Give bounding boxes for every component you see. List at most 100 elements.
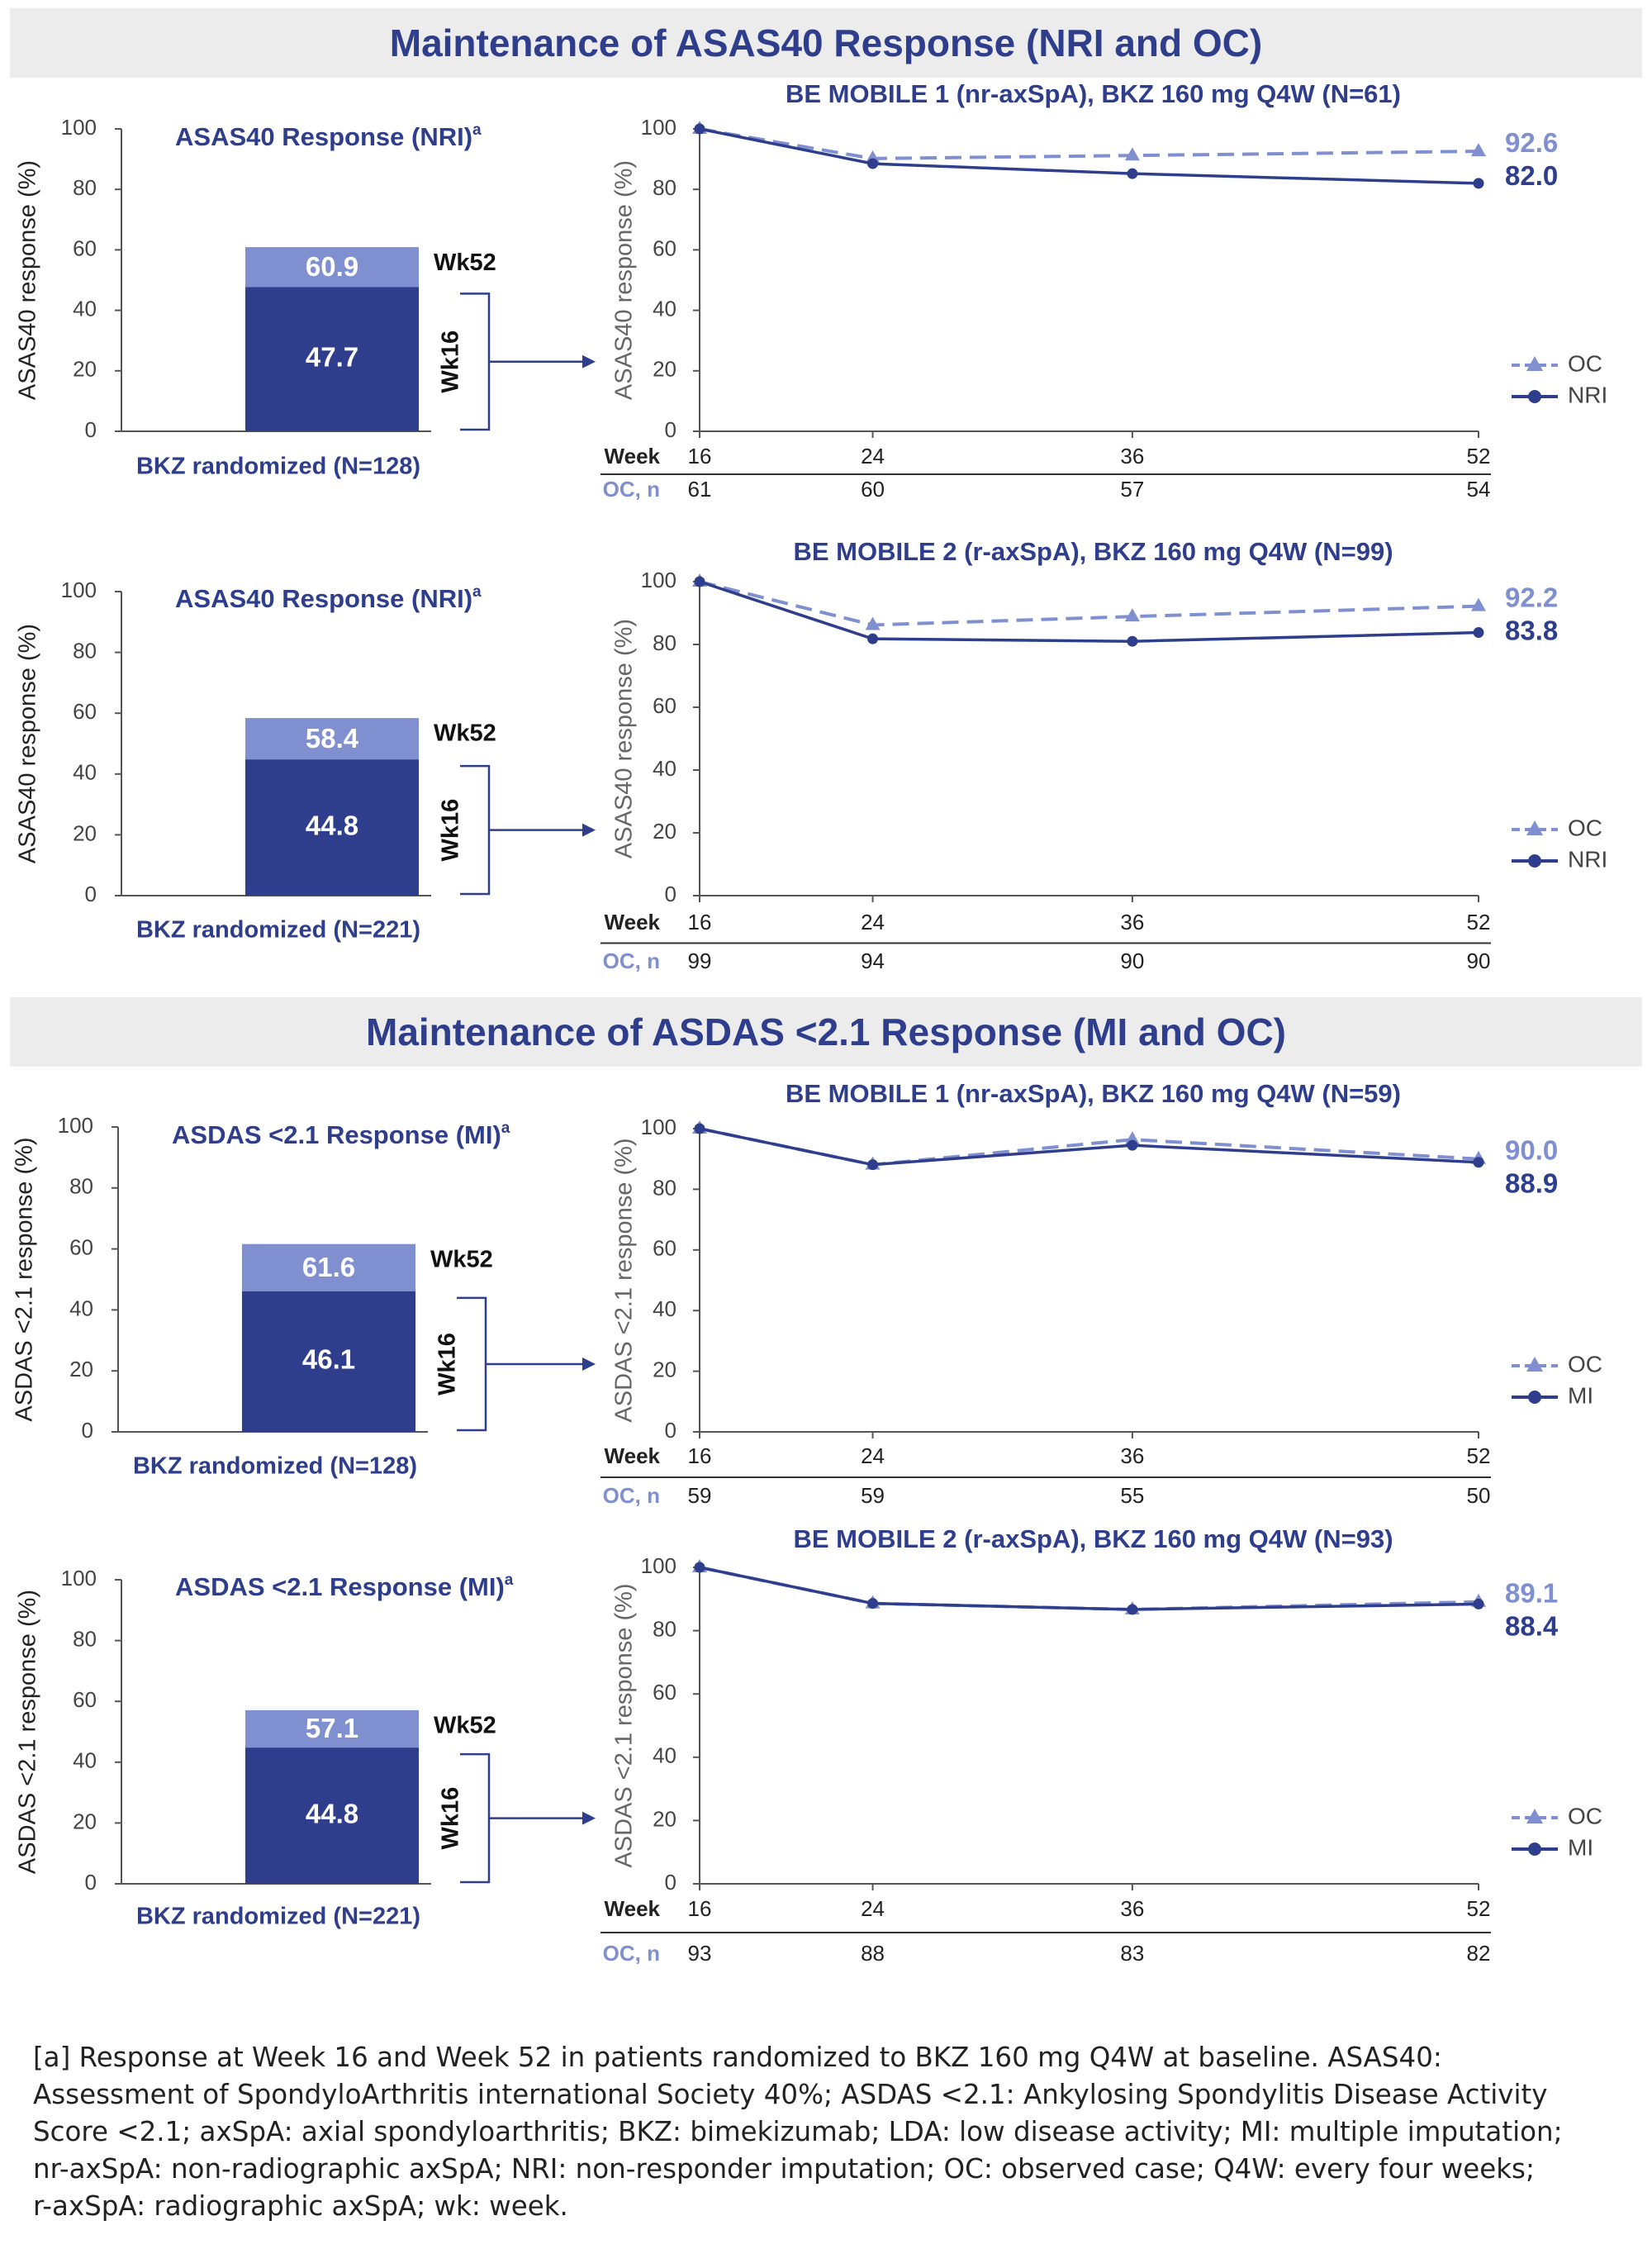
data-point-nri <box>1127 635 1138 647</box>
bar-x-label: BKZ randomized (N=128) <box>136 454 420 480</box>
y-tick-label: 0 <box>85 417 97 442</box>
bar-segment-wk52 <box>242 1243 415 1291</box>
title-superscript: a <box>505 1571 514 1589</box>
bar-chart-0: 0 20 40 60 80 100 ASAS40 response (%) ASAS40 Re… <box>15 115 596 480</box>
y-axis-label: ASDAS <2.1 response (%) <box>12 1137 38 1421</box>
week-tick-label: 52 <box>1467 910 1491 934</box>
oc-n-value: 82 <box>1467 1941 1491 1966</box>
wk16-label: Wk16 <box>434 1333 461 1396</box>
line-chart-3: 0 20 40 60 80 100 ASAS40 response (%) BE MOBILE… <box>601 537 1607 973</box>
data-point-nri <box>1473 178 1484 189</box>
data-point-oc <box>1124 1131 1140 1145</box>
y-tick-label: 80 <box>653 175 676 200</box>
title-superscript: a <box>472 121 482 139</box>
oc-n-value: 93 <box>688 1941 712 1966</box>
week-tick-label: 16 <box>688 1896 712 1921</box>
bar-segment-wk16 <box>245 287 419 431</box>
y-axis-label: ASDAS <2.1 response (%) <box>15 1590 41 1874</box>
arrow-head <box>582 354 596 368</box>
footnote-line: Score <2.1; axSpA: axial spondyloarthrit… <box>33 2116 1563 2147</box>
legend-label-nri: NRI <box>1568 846 1607 872</box>
bar-chart-title: ASAS40 Response (NRI)a <box>175 583 482 614</box>
week-tick-label: 36 <box>1120 1896 1144 1921</box>
y-tick-label: 0 <box>665 1418 676 1443</box>
line-chart-title: BE MOBILE 1 (nr-axSpA), BKZ 160 mg Q4W (… <box>786 1079 1401 1108</box>
week-row-label: Week <box>605 910 661 934</box>
y-tick-label: 20 <box>73 1809 97 1833</box>
section-title-asdas: Maintenance of ASDAS <2.1 Response (MI a… <box>366 1010 1286 1053</box>
bar-value-label: 61.6 <box>302 1252 355 1282</box>
end-value-label-nri: 82.0 <box>1505 160 1558 191</box>
bar-segment-wk16 <box>242 1291 415 1432</box>
bar-chart-title: ASDAS <2.1 Response (MI)a <box>172 1120 510 1150</box>
y-tick-label: 80 <box>653 630 676 655</box>
y-tick-label: 20 <box>73 357 97 382</box>
y-tick-label: 60 <box>73 699 97 724</box>
oc-n-value: 94 <box>861 949 885 973</box>
data-point-nri <box>694 123 705 135</box>
y-axis-label: ASAS40 response (%) <box>611 160 638 400</box>
wk52-label: Wk52 <box>434 1713 496 1739</box>
y-tick-label: 60 <box>653 235 676 260</box>
data-point-mi <box>1473 1157 1484 1168</box>
series-line-nri <box>699 127 1479 185</box>
section-banner-asdas: Maintenance of ASDAS <2.1 Response (MI a… <box>10 997 1642 1067</box>
end-value-label-oc: 89.1 <box>1505 1577 1558 1608</box>
bar-value-label: 58.4 <box>306 723 359 754</box>
series-line-mi <box>699 1566 1479 1611</box>
wk16-label: Wk16 <box>438 1787 464 1850</box>
legend-label-nri: NRI <box>1568 382 1607 407</box>
y-tick-label: 40 <box>73 760 97 785</box>
y-tick-label: 0 <box>665 417 676 442</box>
footnote-line: nr-axSpA: non-radiographic axSpA; NRI: n… <box>33 2153 1535 2185</box>
oc-n-row-label: OC, n <box>603 1483 660 1508</box>
series-line-oc <box>699 1566 1479 1611</box>
oc-n-value: 99 <box>688 949 712 973</box>
wk52-label: Wk52 <box>430 1246 493 1272</box>
week-tick-label: 36 <box>1120 444 1144 468</box>
oc-n-value: 83 <box>1120 1941 1144 1966</box>
oc-n-value: 50 <box>1467 1483 1491 1508</box>
y-tick-label: 80 <box>69 1174 93 1199</box>
legend-marker-mi <box>1528 1842 1541 1856</box>
legend-label-oc: OC <box>1568 815 1602 840</box>
arrow-head <box>582 823 596 837</box>
y-tick-label: 40 <box>73 296 97 321</box>
oc-n-value: 57 <box>1120 477 1144 502</box>
bar-x-label: BKZ randomized (N=221) <box>136 917 420 944</box>
data-point-nri <box>867 158 879 169</box>
y-tick-label: 60 <box>73 235 97 260</box>
legend-marker-mi <box>1528 1391 1541 1404</box>
data-point-oc <box>1124 147 1140 161</box>
week-tick-label: 24 <box>861 1896 885 1921</box>
oc-n-value: 59 <box>861 1483 885 1508</box>
series-line-oc <box>699 127 1479 160</box>
y-tick-label: 100 <box>58 1113 93 1138</box>
bar-value-label: 47.7 <box>306 341 358 372</box>
week-tick-label: 52 <box>1467 444 1491 468</box>
wk16-bracket <box>460 1752 491 1884</box>
legend-marker-nri <box>1528 390 1541 403</box>
y-tick-label: 80 <box>73 638 97 663</box>
y-tick-label: 20 <box>653 357 676 382</box>
y-tick-label: 0 <box>665 1870 676 1895</box>
data-point-nri <box>1127 168 1138 179</box>
section-banner-asas40: Maintenance of ASAS40 Response (NRI and … <box>10 8 1642 78</box>
week-tick-label: 24 <box>861 910 885 934</box>
y-axis-label: ASAS40 response (%) <box>15 160 41 400</box>
series-line-oc <box>699 580 1479 627</box>
section-title-asas40: Maintenance of ASAS40 Response (NRI and … <box>389 21 1263 64</box>
legend-marker-oc <box>1526 1357 1543 1372</box>
week-tick-label: 16 <box>688 1443 712 1468</box>
y-tick-label: 0 <box>665 882 676 906</box>
week-tick-label: 24 <box>861 444 885 468</box>
arrow-head <box>582 1811 596 1825</box>
data-point-mi <box>694 1123 705 1134</box>
week-tick-label: 36 <box>1120 1443 1144 1468</box>
legend-marker-oc <box>1526 820 1543 835</box>
bar-chart-title: ASAS40 Response (NRI)a <box>175 121 482 152</box>
week-tick-label: 24 <box>861 1443 885 1468</box>
